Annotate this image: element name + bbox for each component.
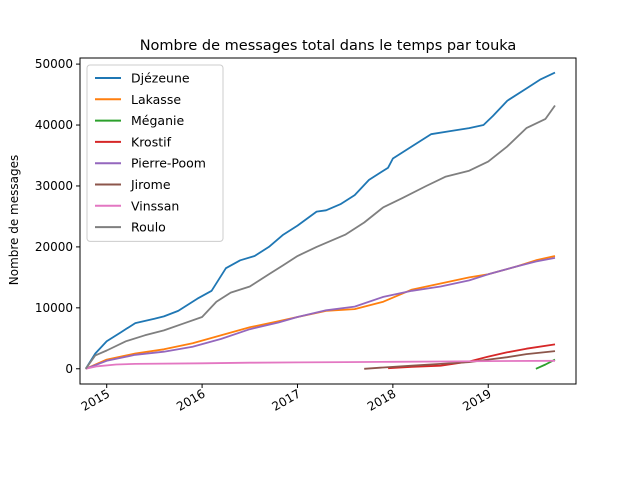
series-line-krostif [388,343,556,370]
plot-frame [79,57,577,385]
legend: Djézeune Lakasse Méganie Krostif Pierre-Poom… [86,64,224,242]
series-line-djezeune [84,71,556,370]
y-tick-label: 0 [65,362,73,376]
legend-label: Lakasse [131,92,181,107]
legend-label: Vinssan [131,198,179,213]
series-line-pierre-poom [85,257,556,370]
y-tick-label: 10000 [35,301,73,315]
legend-label: Krostif [131,134,172,149]
series-lines [84,71,556,370]
legend-label: Pierre-Poom [131,156,206,171]
legend-label: Jirome [130,177,171,192]
series-line-vinssan [85,359,556,370]
legend-box [86,64,224,242]
plot-area [79,57,577,385]
chart-title: Nombre de messages total dans le temps p… [140,38,517,54]
y-tick-label: 50000 [35,57,73,71]
y-tick-label: 30000 [35,179,73,193]
series-line-roulo [84,104,556,370]
legend-label: Djézeune [131,71,190,86]
y-axis: 0 10000 20000 30000 40000 50000 [35,57,80,376]
legend-label: Méganie [131,113,184,128]
y-tick-label: 40000 [35,118,73,132]
y-tick-label: 20000 [35,240,73,254]
legend-label: Roulo [131,220,166,235]
y-axis-label: Nombre de messages [7,155,21,286]
